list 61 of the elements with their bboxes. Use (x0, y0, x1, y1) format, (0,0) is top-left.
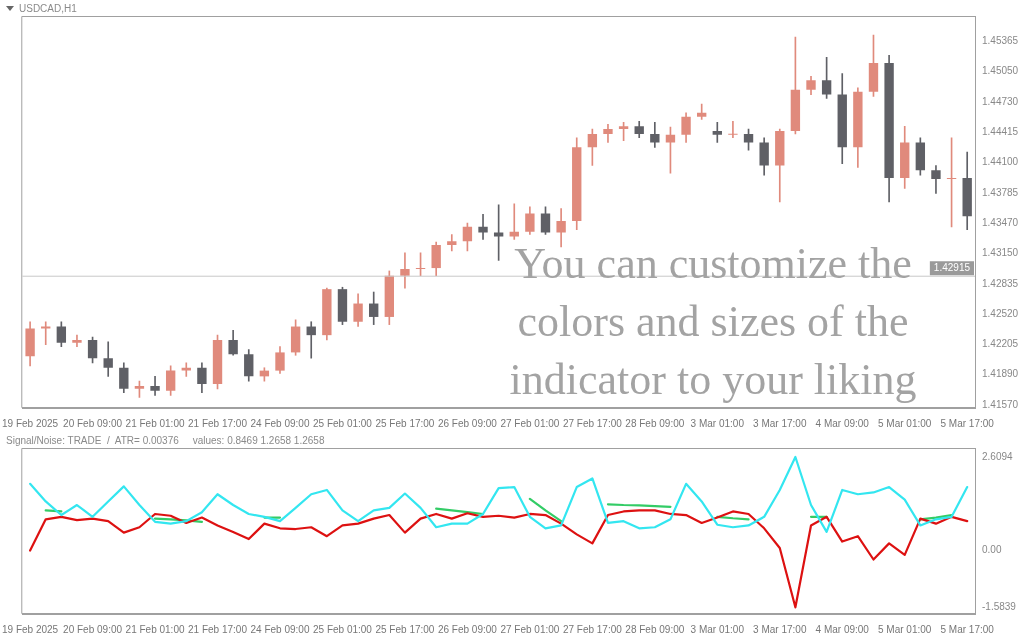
x-tick-label: 3 Mar 01:00 (690, 623, 745, 635)
y-tick-label: 1.43785 (982, 186, 1019, 198)
candlestick (712, 122, 722, 143)
y-tick-label: 1.45050 (982, 65, 1019, 77)
x-tick-label: 27 Feb 17:00 (562, 417, 623, 429)
x-tick-label: 26 Feb 09:00 (437, 623, 498, 635)
x-tick-label: 27 Feb 17:00 (562, 623, 623, 635)
x-tick-label: 3 Mar 17:00 (753, 623, 807, 635)
candlestick (181, 362, 191, 377)
y-tick-label: 1.45365 (982, 35, 1019, 47)
x-tick-label: 4 Mar 09:00 (815, 417, 870, 429)
x-tick-label: 26 Feb 09:00 (437, 417, 498, 429)
candlestick (728, 121, 738, 139)
x-tick-label: 28 Feb 09:00 (625, 623, 685, 635)
x-tick-label: 24 Feb 09:00 (250, 623, 310, 635)
x-tick-label: 25 Feb 01:00 (313, 623, 373, 635)
candlestick (603, 123, 613, 143)
x-tick-label: 4 Mar 09:00 (815, 623, 870, 635)
x-tick-label: 3 Mar 17:00 (753, 417, 807, 429)
x-tick-label: 25 Feb 01:00 (313, 417, 373, 429)
candlestick (478, 214, 488, 240)
y-tick-label: 1.41890 (982, 368, 1019, 380)
x-tick-label: 27 Feb 01:00 (500, 623, 560, 635)
y-tick-label: 2.6094 (982, 450, 1014, 462)
x-tick-label: 28 Feb 09:00 (625, 417, 685, 429)
x-tick-label: 27 Feb 01:00 (500, 417, 560, 429)
candlestick (447, 234, 457, 252)
y-tick-label: 1.43150 (982, 247, 1019, 259)
annotation: You can customize the colors and sizes of the indicator to your liking (509, 239, 917, 404)
x-tick-label: 5 Mar 17:00 (940, 417, 995, 429)
y-tick-label: 1.43470 (982, 216, 1019, 228)
y-tick-label: 0.00 (982, 544, 1002, 556)
y-tick-label: 1.42205 (982, 338, 1019, 350)
x-tick-label: 5 Mar 01:00 (878, 623, 932, 635)
x-tick-label: 3 Mar 01:00 (690, 417, 745, 429)
x-tick-label: 25 Feb 17:00 (375, 623, 435, 635)
y-tick-label: 1.44415 (982, 126, 1019, 138)
y-tick-label: 1.44730 (982, 96, 1019, 108)
candlestick (400, 252, 410, 289)
y-tick-label: 1.42520 (982, 307, 1019, 319)
x-tick-label: 19 Feb 2025 (2, 417, 59, 429)
x-tick-label: 24 Feb 09:00 (250, 417, 310, 429)
x-tick-label: 19 Feb 2025 (2, 623, 59, 635)
x-tick-label: 5 Mar 17:00 (940, 623, 995, 635)
x-tick-label: 5 Mar 01:00 (878, 417, 932, 429)
y-tick-label: 1.42835 (982, 277, 1019, 289)
x-tick-label: 21 Feb 01:00 (125, 417, 185, 429)
chart-title: Signal/Noise: TRADE / ATR= 0.00376 values: 0.8469 1.2658 1.2658 (6, 435, 325, 446)
x-tick-label: 21 Feb 17:00 (188, 623, 248, 635)
x-tick-label: 25 Feb 17:00 (375, 417, 435, 429)
ref-line-label: 1.42915 (933, 261, 971, 273)
x-tick-label: 20 Feb 09:00 (63, 417, 123, 429)
y-tick-label: -1.5839 (982, 601, 1017, 613)
candlestick (150, 376, 160, 396)
y-tick-label: 1.41570 (982, 398, 1019, 410)
x-tick-label: 20 Feb 09:00 (63, 623, 123, 635)
chart-title: USDCAD,H1 (19, 3, 77, 14)
x-tick-label: 21 Feb 01:00 (125, 623, 185, 635)
x-tick-label: 21 Feb 17:00 (188, 417, 248, 429)
y-tick-label: 1.44100 (982, 156, 1019, 168)
candlestick (72, 334, 82, 347)
